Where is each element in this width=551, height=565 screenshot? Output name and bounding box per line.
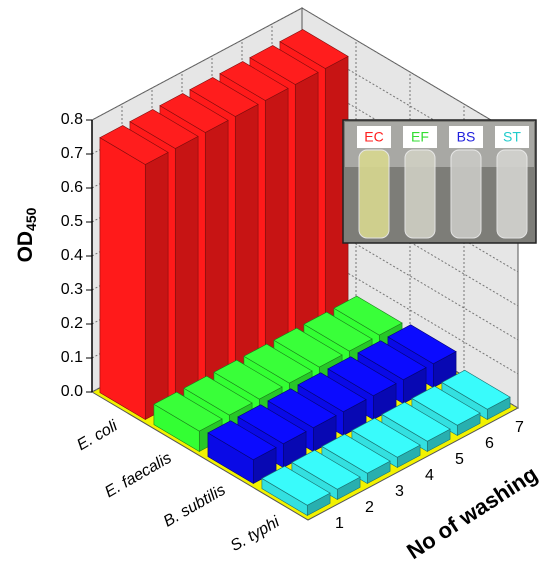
x-tick-label: 5 [455,451,464,468]
category-label: S. typhi [228,513,283,555]
y-tick-label: 0.4 [61,247,83,264]
bar-top [219,61,289,101]
inset-tube [450,149,482,239]
y-label-subscript: 450 [23,207,39,231]
y-tick-label: 0.2 [61,315,83,332]
inset-label: BS [457,129,476,145]
bar [261,465,331,517]
bar-top [183,375,253,416]
bar-top [261,465,331,506]
bar [99,125,169,421]
bar [441,369,511,421]
bar-top [303,311,373,352]
bar-top [291,449,361,490]
category-label: B. subtilis [161,482,229,531]
bar-top [321,433,391,474]
bar-top [243,343,313,384]
bar [291,449,361,501]
y-tick-label: 0.5 [61,213,83,230]
bar [207,420,277,485]
bar-top [351,417,421,458]
category-label: E. faecalis [102,450,174,502]
bar-side [174,135,199,405]
x-tick-label: 4 [425,467,434,484]
bar-top [441,369,511,410]
inset-tube [404,149,436,239]
bar-top [99,125,169,165]
bar-side [204,119,229,389]
bar-top [249,45,319,85]
x-tick-label: 2 [365,499,374,516]
bar-side [144,151,169,421]
inset-label: EF [411,129,429,145]
y-axis-label: OD450 [14,207,39,262]
bar-side [294,71,319,341]
bar-top [273,327,343,368]
bar-top [189,77,259,117]
bar-top [387,324,457,365]
y-tick-label: 0.0 [61,383,83,400]
bar [411,385,481,437]
bar-front [99,137,146,421]
y-tick-label: 0.3 [61,281,83,298]
inset-tube [358,149,390,239]
inset-label-box [449,126,483,148]
x-tick-label: 7 [515,419,524,436]
bar [351,417,421,469]
inset-label-box [495,126,529,148]
grid-line [91,7,519,137]
bar-top [297,372,367,413]
bar-top [279,29,349,69]
inset-label: EC [364,129,383,145]
bar-top [327,356,397,397]
inset-tube [496,149,528,239]
y-label-main: OD [14,231,37,263]
y-tick-label: 0.7 [61,145,83,162]
x-axis-label: No of washing [402,461,542,560]
inset-label: ST [503,129,521,145]
bar-top [153,391,223,432]
bar-top [381,401,451,442]
inset-label-box [357,126,391,148]
bar-top [207,420,277,461]
bar-top [213,359,283,400]
bar-top [129,109,199,149]
bar-top [159,93,229,133]
x-tick-label: 1 [335,515,344,532]
bar-top [357,340,427,381]
bar-side [264,87,289,357]
inset-label-box [403,126,437,148]
x-tick-label: 6 [485,435,494,452]
bar-top [267,388,337,429]
y-tick-label: 0.8 [61,111,83,128]
y-tick-label: 0.1 [61,349,83,366]
bar [381,401,451,453]
bar-top [411,385,481,426]
category-label: E. coli [74,417,121,454]
bar-top [237,404,307,445]
y-tick-label: 0.6 [61,179,83,196]
bar-side [234,103,259,373]
bar-top [333,295,403,336]
x-tick-label: 3 [395,483,404,500]
